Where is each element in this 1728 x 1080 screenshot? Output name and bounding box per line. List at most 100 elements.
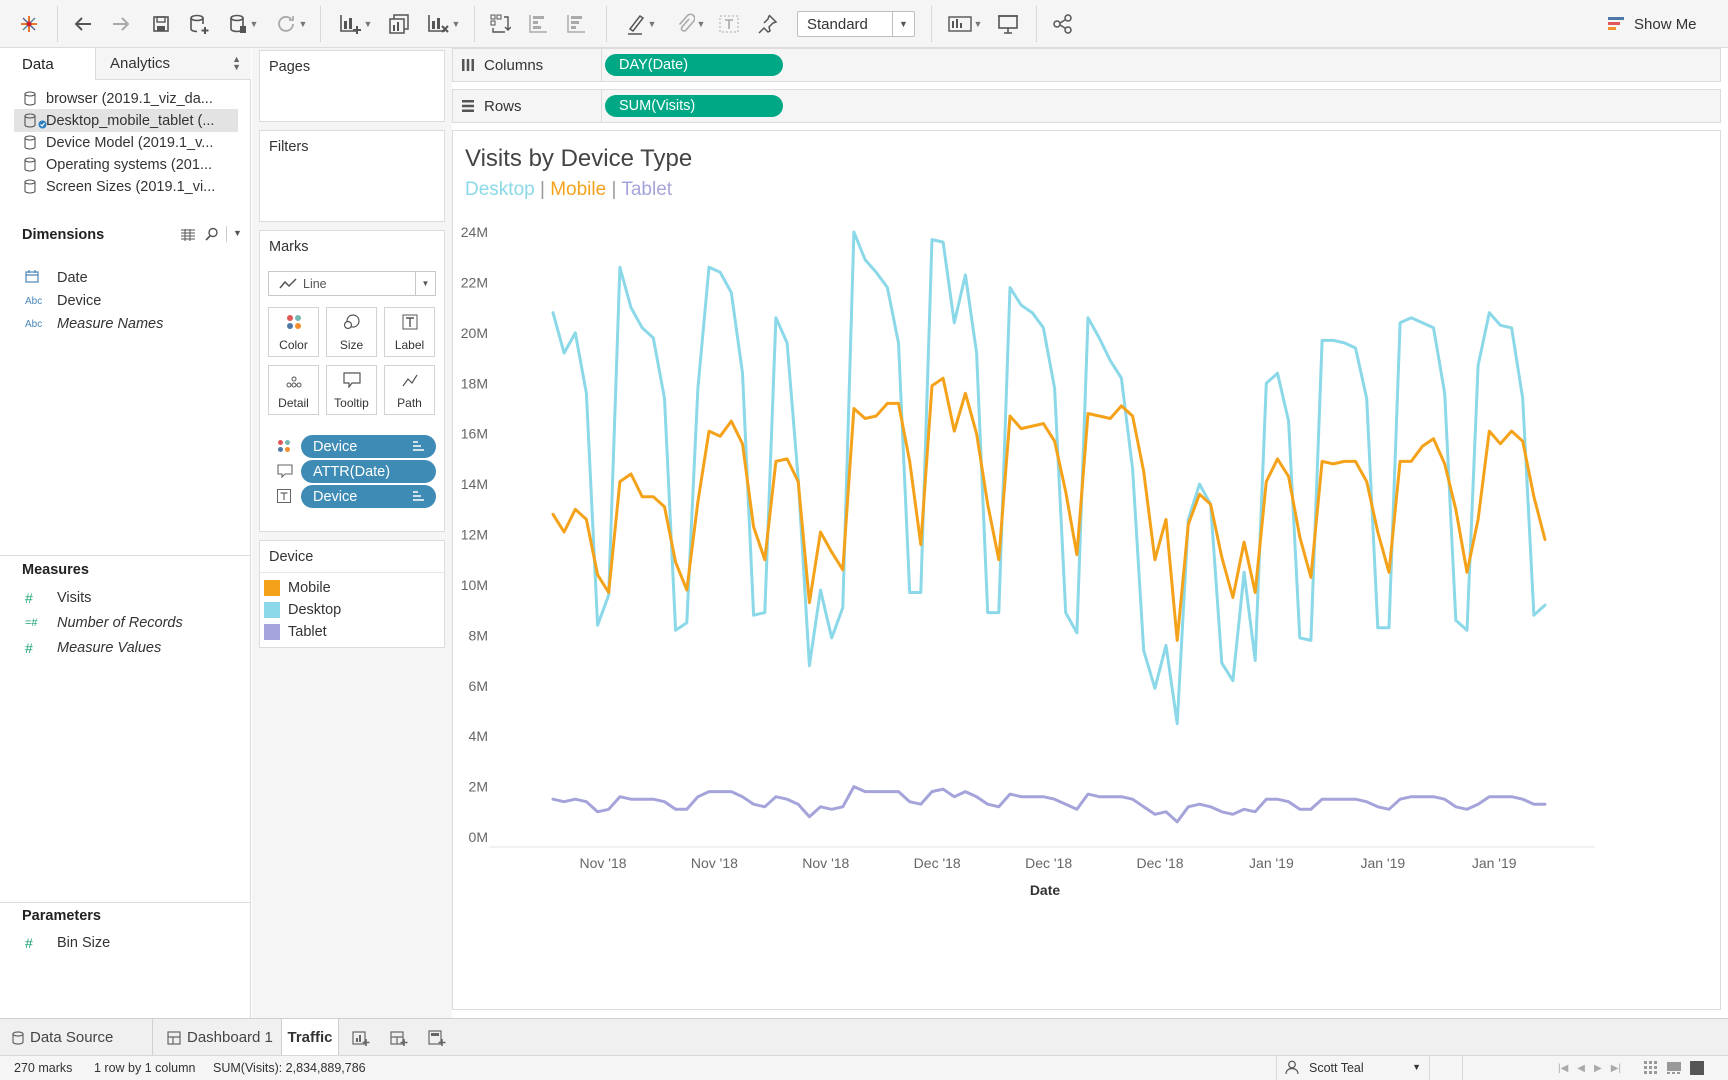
datasource-item[interactable]: Desktop_mobile_tablet (...	[14, 109, 238, 132]
rows-shelf-label: Rows	[461, 90, 522, 122]
new-dashboard-tab-icon[interactable]	[386, 1019, 412, 1056]
tab-data[interactable]: Data	[0, 48, 95, 80]
toolbar: ▼ ▼ ▼ ▼ ▼	[0, 0, 1728, 48]
search-icon[interactable]	[205, 227, 219, 244]
dimensions-menu-chevron-icon[interactable]: ▼	[233, 228, 242, 238]
next-sheet-icon[interactable]: ▶	[1594, 1063, 1602, 1074]
dimension-field[interactable]: Date	[25, 267, 88, 289]
tab-data-source[interactable]: Data Source	[0, 1019, 152, 1056]
mark-button-tooltip[interactable]: Tooltip	[326, 365, 377, 415]
columns-pill[interactable]: DAY(Date)	[605, 54, 783, 76]
pages-card[interactable]: Pages	[259, 50, 445, 122]
measure-field[interactable]: # Visits	[25, 587, 91, 609]
refresh-icon[interactable]: ▼	[270, 10, 312, 38]
tableau-logo-icon[interactable]	[16, 10, 42, 38]
legend-item[interactable]: Mobile	[264, 577, 331, 599]
user-menu[interactable]: Scott Teal ▼	[1276, 1056, 1430, 1080]
pane-tabs: Data Analytics ▲ ▼	[0, 48, 251, 80]
datasource-label: browser (2019.1_viz_da...	[46, 90, 213, 107]
dimension-label: Measure Names	[57, 316, 164, 332]
fix-axes-pin-icon[interactable]	[754, 10, 780, 38]
label-text-icon	[402, 314, 418, 338]
marks-pill[interactable]: Device	[301, 485, 436, 508]
parameter-field[interactable]: # Bin Size	[25, 932, 110, 954]
mark-type-dropdown[interactable]: Line ▼	[268, 271, 436, 296]
series-line-tablet[interactable]	[551, 785, 1547, 824]
redo-arrow-icon[interactable]	[108, 10, 134, 38]
user-name: Scott Teal	[1309, 1061, 1364, 1075]
new-datasource-icon[interactable]	[186, 10, 212, 38]
mark-button-label: Detail	[278, 396, 309, 410]
x-tick-label: Dec '18	[914, 855, 961, 871]
series-line-mobile[interactable]	[551, 376, 1547, 642]
highlight-pen-icon[interactable]: ▼	[620, 10, 662, 38]
save-icon[interactable]	[148, 10, 174, 38]
cards-toggle-icon[interactable]: ▼	[944, 10, 986, 38]
swap-rows-columns-icon[interactable]	[487, 10, 513, 38]
mark-button-label: Size	[339, 338, 364, 352]
subtitle-tablet: Tablet	[621, 179, 673, 200]
columns-shelf[interactable]: Columns DAY(Date)	[452, 48, 1721, 82]
mark-button-detail[interactable]: Detail	[268, 365, 319, 415]
first-sheet-icon[interactable]: |◀	[1558, 1063, 1569, 1074]
new-worksheet-icon[interactable]: ▼	[333, 10, 377, 38]
presentation-mode-icon[interactable]	[994, 10, 1022, 38]
sort-ascending-icon[interactable]	[525, 10, 551, 38]
last-sheet-icon[interactable]: ▶|	[1610, 1063, 1621, 1074]
show-labels-icon[interactable]	[716, 10, 742, 38]
filters-card[interactable]: Filters	[259, 130, 445, 222]
tab-dashboard[interactable]: Dashboard 1	[153, 1019, 281, 1056]
pause-datasource-icon[interactable]: ▼	[222, 10, 264, 38]
mark-button-label[interactable]: Label	[384, 307, 435, 357]
mark-button-size[interactable]: Size	[326, 307, 377, 357]
calendar-icon	[25, 270, 57, 286]
series-line-desktop[interactable]	[551, 230, 1547, 726]
show-me-label: Show Me	[1634, 15, 1697, 33]
share-icon[interactable]	[1050, 10, 1076, 38]
sorter-view-icon[interactable]	[1644, 1061, 1658, 1075]
legend-item[interactable]: Desktop	[264, 599, 341, 621]
rows-pill[interactable]: SUM(Visits)	[605, 95, 783, 117]
columns-shelf-label: Columns	[461, 49, 543, 81]
measure-field[interactable]: # Measure Values	[25, 637, 161, 659]
dimension-field[interactable]: Abc Device	[25, 290, 101, 312]
tabs-view-icon[interactable]	[1690, 1061, 1704, 1075]
view-list-icon[interactable]	[181, 228, 195, 244]
datasource-item[interactable]: Operating systems (201...	[14, 153, 238, 176]
tab-analytics[interactable]: Analytics ▲ ▼	[95, 48, 251, 80]
legend-label: Mobile	[288, 580, 331, 596]
marks-pill[interactable]: Device	[301, 435, 436, 458]
new-worksheet-tab-icon[interactable]	[348, 1019, 374, 1056]
subtitle-desktop: Desktop	[465, 179, 535, 200]
datasource-item[interactable]: Device Model (2019.1_v...	[14, 131, 238, 154]
measure-label: Number of Records	[57, 615, 183, 631]
new-story-tab-icon[interactable]	[424, 1019, 450, 1056]
show-me-bars-icon	[1608, 17, 1624, 30]
fit-dropdown[interactable]: Standard ▼	[797, 11, 915, 37]
datasource-item[interactable]: browser (2019.1_viz_da...	[14, 87, 238, 110]
filmstrip-view-icon[interactable]	[1667, 1061, 1681, 1075]
group-paperclip-icon[interactable]: ▼	[670, 10, 710, 38]
x-tick-label: Dec '18	[1025, 855, 1072, 871]
mark-button-color[interactable]: Color	[268, 307, 319, 357]
clear-sheet-icon[interactable]: ▼	[421, 10, 465, 38]
sort-descending-icon[interactable]	[563, 10, 589, 38]
mark-button-path[interactable]: Path	[384, 365, 435, 415]
database-icon	[12, 1030, 24, 1045]
line-chart[interactable]: 0M 2M 4M 6M 8M 10M 12M 14M 16M 18M 20M 22M 24M Nov '1…	[453, 131, 1720, 1009]
marks-pill[interactable]: ATTR(Date)	[301, 460, 436, 483]
chevron-down-icon: ▼	[415, 272, 435, 295]
duplicate-sheet-icon[interactable]	[385, 10, 413, 38]
show-me-button[interactable]: Show Me	[1608, 12, 1697, 36]
dimension-field[interactable]: Abc Measure Names	[25, 313, 163, 335]
prev-sheet-icon[interactable]: ◀	[1577, 1063, 1585, 1074]
tab-traffic-label: Traffic	[287, 1029, 333, 1046]
undo-arrow-icon[interactable]	[70, 10, 96, 38]
columns-label: Columns	[484, 56, 544, 74]
cards-column: Pages Filters Marks Line ▼ Color Size Labe…	[252, 48, 452, 1018]
tab-traffic[interactable]: Traffic	[281, 1019, 339, 1056]
legend-item[interactable]: Tablet	[264, 621, 327, 643]
datasource-item[interactable]: Screen Sizes (2019.1_vi...	[14, 175, 238, 198]
measure-field[interactable]: =# Number of Records	[25, 612, 183, 634]
rows-shelf[interactable]: Rows SUM(Visits)	[452, 89, 1721, 123]
